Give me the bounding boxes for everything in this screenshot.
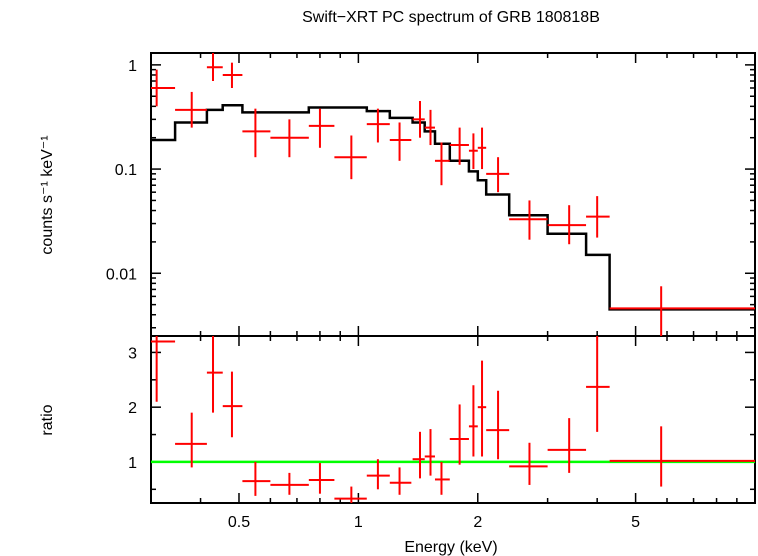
data-point xyxy=(175,91,207,128)
data-point xyxy=(486,390,510,460)
data-point xyxy=(242,108,271,158)
data-point xyxy=(509,442,548,485)
spectrum-y-axis-label: counts s⁻¹ keV⁻¹ xyxy=(39,135,56,254)
data-point xyxy=(609,426,755,487)
ratio-panel-ticks xyxy=(150,336,756,503)
data-point xyxy=(270,119,309,158)
data-point xyxy=(366,108,390,143)
model-step-line xyxy=(151,103,755,311)
data-point xyxy=(206,53,223,82)
data-point xyxy=(586,196,610,238)
y-tick-label: 0.1 xyxy=(115,162,137,179)
data-point xyxy=(389,122,412,161)
y-tick-label: 3 xyxy=(128,345,137,362)
data-point xyxy=(449,127,469,165)
data-point xyxy=(477,360,487,457)
x-tick-label: 0.5 xyxy=(228,514,250,531)
data-point xyxy=(547,205,587,245)
data-point xyxy=(412,431,425,479)
data-point xyxy=(308,463,335,494)
spectrum-panel-ticks xyxy=(150,53,756,336)
data-point xyxy=(222,62,243,88)
spectrum-y-tick-labels: 1 0.1 0.01 xyxy=(106,58,137,283)
ratio-y-tick-labels: 1 2 3 xyxy=(128,345,137,472)
data-point xyxy=(242,461,271,496)
data-point xyxy=(334,135,367,180)
data-point xyxy=(477,127,487,170)
x-tick-label: 2 xyxy=(473,514,482,531)
data-point xyxy=(509,200,548,240)
data-point xyxy=(609,286,755,336)
y-tick-label: 1 xyxy=(128,455,137,472)
data-point xyxy=(151,336,176,402)
model-step-path xyxy=(151,103,755,311)
data-point xyxy=(206,336,223,413)
data-point xyxy=(412,101,425,138)
spectrum-panel-frame xyxy=(150,52,756,337)
ratio-data-points xyxy=(151,336,755,503)
data-point xyxy=(586,336,610,432)
data-point xyxy=(468,385,478,457)
data-point xyxy=(434,142,450,186)
x-tick-label: 1 xyxy=(354,514,363,531)
y-tick-label: 1 xyxy=(128,58,137,75)
data-point xyxy=(424,109,435,146)
x-axis-label: Energy (keV) xyxy=(404,539,497,556)
y-tick-label: 2 xyxy=(128,400,137,417)
x-tick-label: 5 xyxy=(631,514,640,531)
ratio-panel-frame xyxy=(150,335,756,504)
data-point xyxy=(424,429,435,476)
data-point xyxy=(334,486,367,503)
data-point xyxy=(222,371,243,438)
data-point xyxy=(366,459,390,490)
data-point xyxy=(486,157,510,193)
data-point xyxy=(434,461,450,495)
data-point xyxy=(389,467,412,495)
data-point xyxy=(468,133,478,170)
data-point xyxy=(449,404,469,465)
y-tick-label: 0.01 xyxy=(106,266,137,283)
data-point xyxy=(308,108,335,148)
x-tick-labels: 0.5 1 2 5 xyxy=(228,514,640,531)
data-point xyxy=(270,472,309,495)
data-point xyxy=(175,412,207,468)
chart-title: Swift−XRT PC spectrum of GRB 180818B xyxy=(302,9,600,26)
data-point xyxy=(547,418,587,473)
ratio-y-axis-label: ratio xyxy=(39,404,56,435)
data-point xyxy=(151,69,176,107)
spectrum-data-points xyxy=(151,53,755,336)
